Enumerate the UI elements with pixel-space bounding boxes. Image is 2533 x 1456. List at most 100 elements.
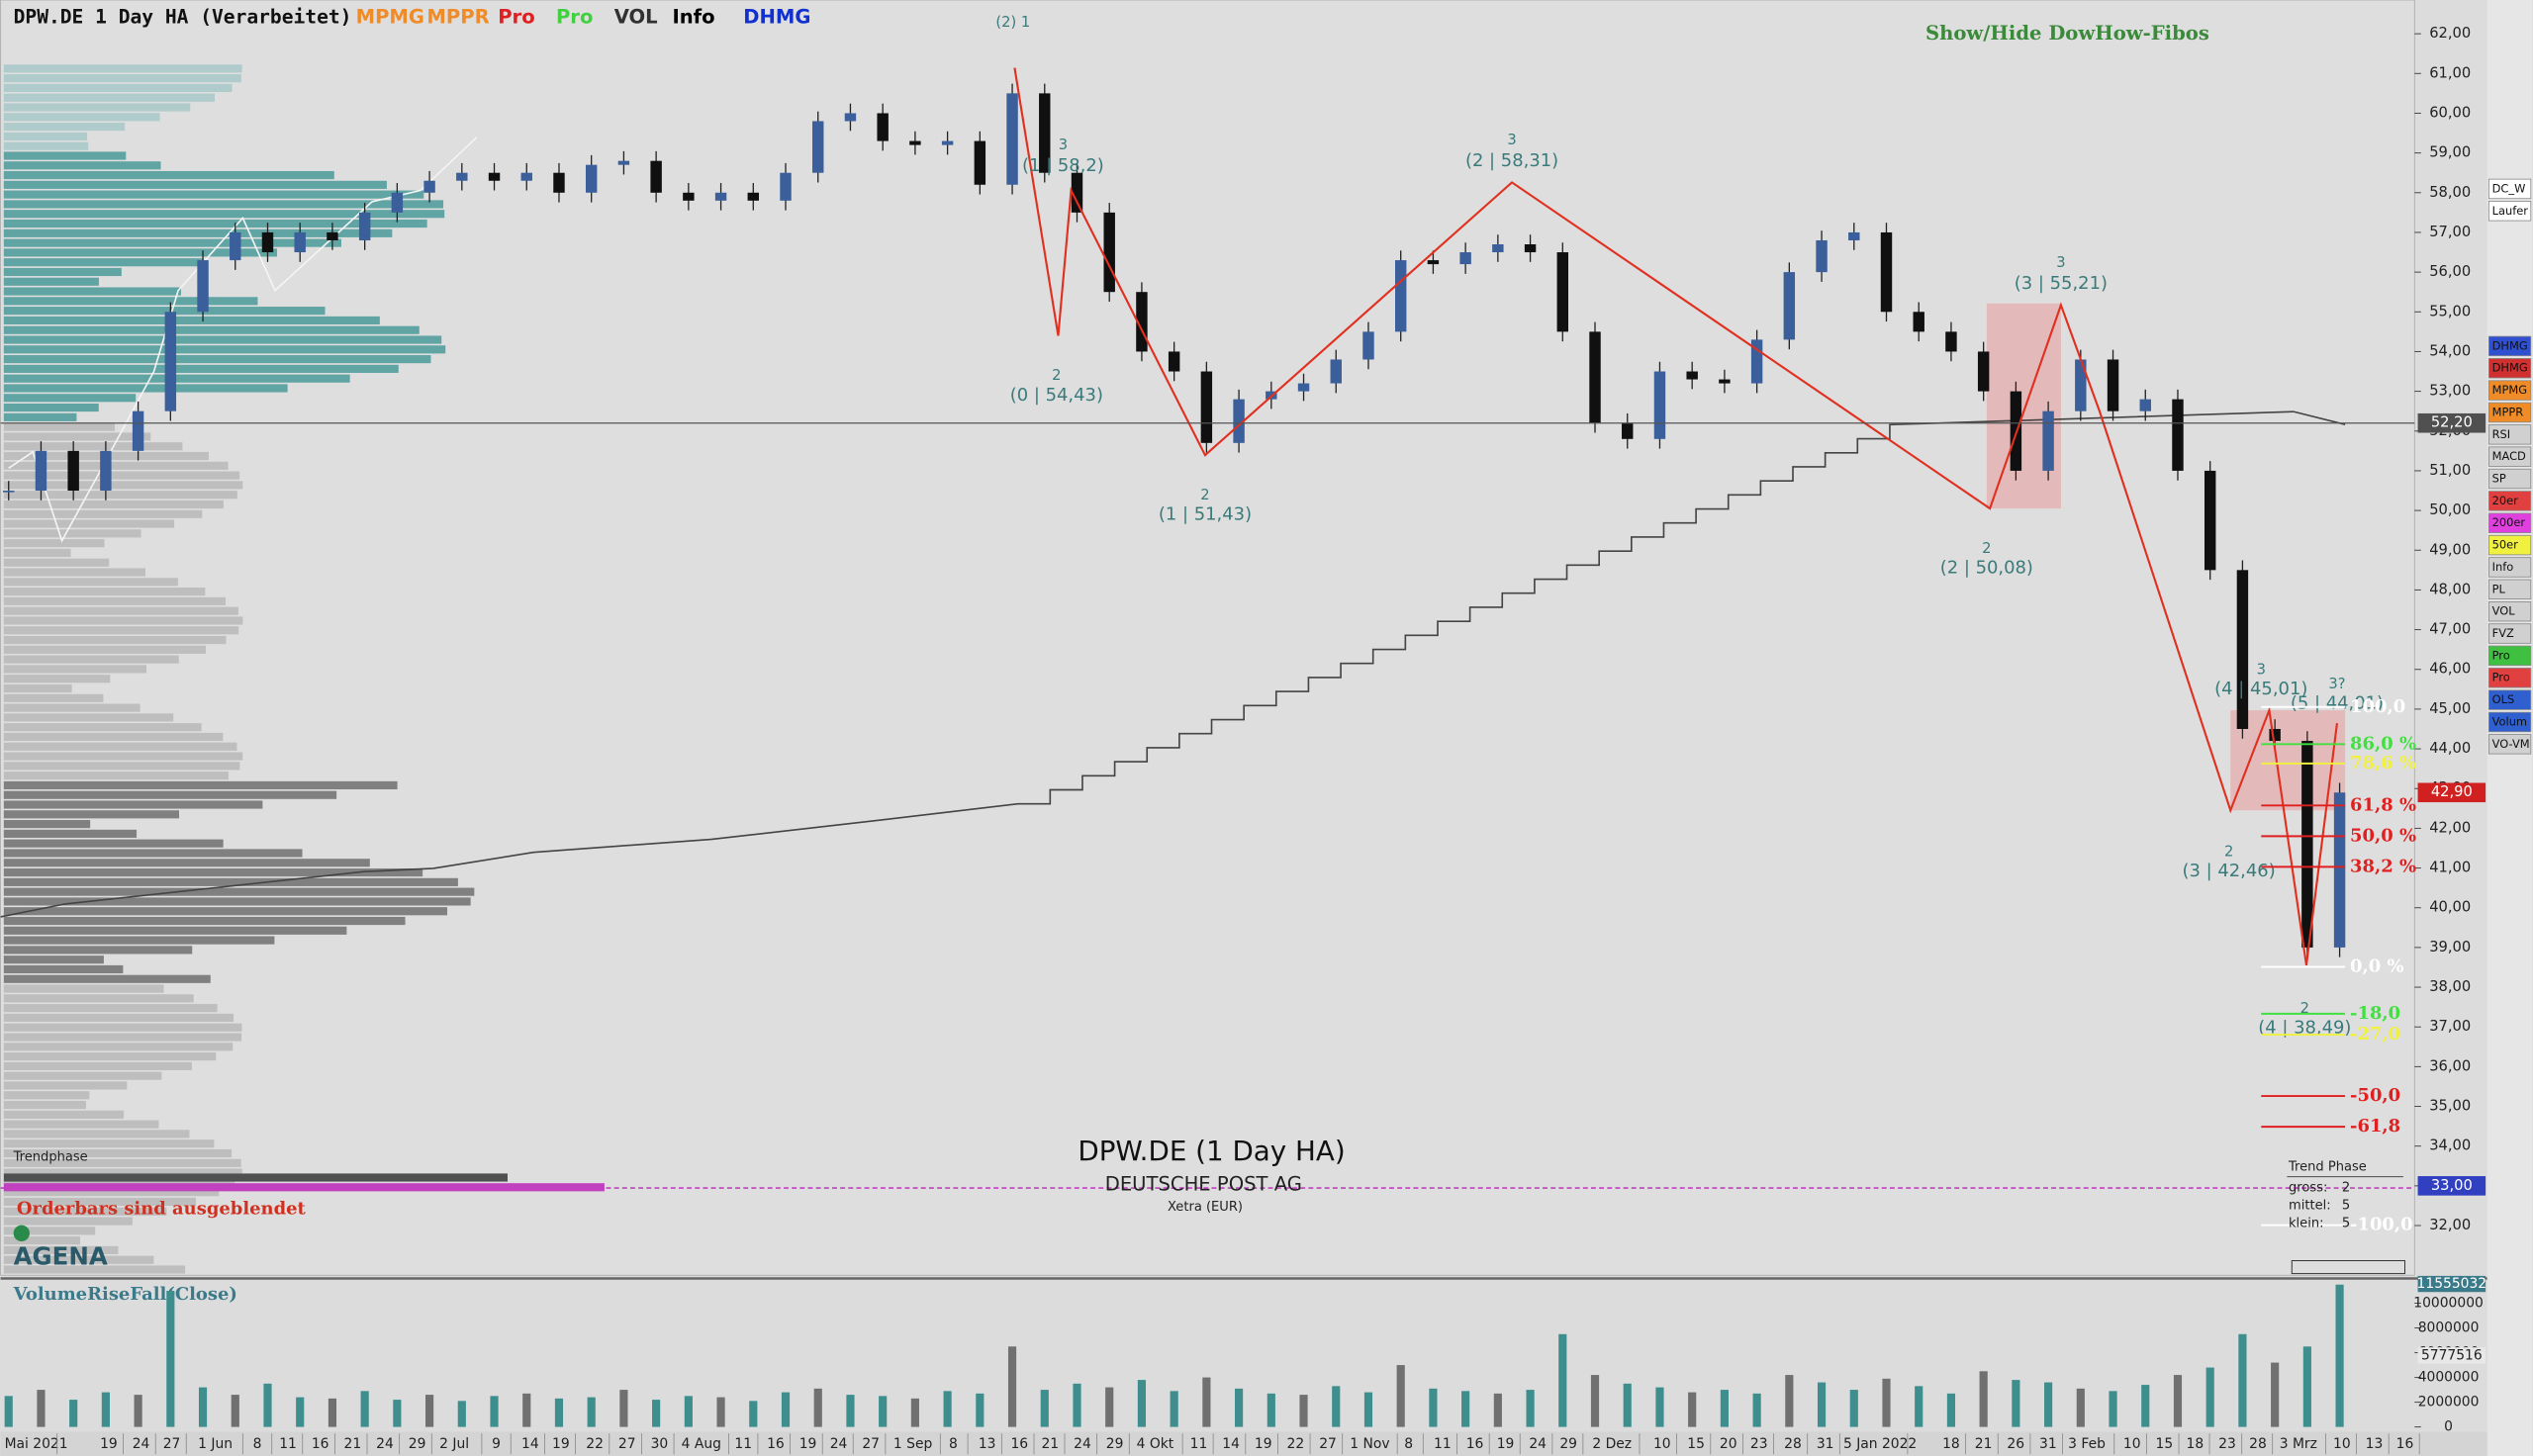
profile-bar <box>3 219 427 228</box>
menu-item[interactable]: VOL <box>614 5 658 28</box>
toolbar-button[interactable] <box>2487 335 2532 357</box>
profile-bar <box>3 491 237 500</box>
chart-title: DPW.DE (1 Day HA) <box>1078 1135 1345 1167</box>
candle-body <box>488 172 501 181</box>
profile-bar <box>3 829 138 838</box>
toolbar-button[interactable] <box>2487 358 2532 379</box>
x-tick-label: 14 <box>1222 1436 1240 1452</box>
toolbar-label[interactable]: VOL <box>2492 604 2516 618</box>
candle-body <box>2172 399 2184 471</box>
toolbar-label[interactable]: SP <box>2492 472 2506 486</box>
x-tick-label: 28 <box>1784 1436 1802 1452</box>
toolbar-label[interactable]: Volum <box>2492 714 2527 728</box>
toolbar-label[interactable]: PL <box>2492 582 2506 595</box>
volume-bar <box>1979 1371 1988 1427</box>
x-tick-label: 18 <box>2187 1436 2205 1452</box>
toolbar-button[interactable] <box>2487 557 2532 578</box>
toolbar-button[interactable] <box>2487 645 2532 667</box>
toolbar-button[interactable] <box>2487 689 2532 710</box>
profile-bar <box>3 355 431 364</box>
menu-item[interactable]: Pro <box>556 5 593 28</box>
toolbar-button[interactable] <box>2487 579 2532 600</box>
x-tick-label: 8 <box>949 1436 958 1452</box>
date-axis-bg <box>0 1431 2487 1456</box>
volume-bar <box>652 1400 661 1427</box>
profile-bar <box>3 578 178 587</box>
x-tick-label: 11 <box>1190 1436 1208 1452</box>
y-tick-label: 34,00 <box>2429 1138 2471 1154</box>
volume-tick-label: 10000000 <box>2413 1296 2484 1312</box>
menu-item[interactable]: Pro <box>498 5 534 28</box>
toolbar-button[interactable] <box>2487 201 2532 222</box>
toolbar-button[interactable] <box>2487 178 2532 200</box>
toolbar-label[interactable]: MPMG <box>2492 383 2527 397</box>
toolbar-button[interactable] <box>2487 623 2532 644</box>
toolbar-label[interactable]: Info <box>2492 560 2514 574</box>
toolbar-button[interactable] <box>2487 468 2532 490</box>
profile-bar <box>3 859 370 867</box>
volume-bar <box>393 1400 402 1427</box>
toolbar-button[interactable] <box>2487 512 2532 533</box>
profile-bar <box>3 422 115 431</box>
toolbar-label[interactable]: OLS <box>2492 692 2515 706</box>
menu-item[interactable]: DHMG <box>743 5 810 28</box>
menu-item[interactable]: MPMG <box>356 5 424 28</box>
volume-bar <box>1882 1378 1891 1427</box>
trend-row-value: 2 <box>2342 1181 2350 1196</box>
candle-body <box>1524 244 1537 253</box>
swing-label: (2 | 58,31) <box>1465 150 1558 171</box>
toolbar-button[interactable] <box>2487 668 2532 688</box>
fibo-toggle[interactable]: Show/Hide DowHow-Fibos <box>1925 22 2209 45</box>
profile-bar <box>3 519 175 528</box>
toolbar-label[interactable]: FVZ <box>2492 626 2514 640</box>
x-tick-label: 26 <box>2007 1436 2024 1452</box>
volume-bar <box>1105 1387 1114 1427</box>
toolbar-label[interactable]: Pro <box>2492 648 2510 662</box>
toolbar-label[interactable]: 20er <box>2492 494 2519 507</box>
profile-bar <box>3 772 229 780</box>
profile-bar <box>3 1120 159 1129</box>
menu-item[interactable]: Info <box>672 5 714 28</box>
x-tick-label: 1 Sep <box>893 1436 933 1452</box>
toolbar-label[interactable]: Pro <box>2492 671 2510 684</box>
profile-bar <box>3 839 224 848</box>
candle-body <box>585 164 598 193</box>
toolbar-label[interactable]: DHMG <box>2492 338 2528 352</box>
toolbar-button[interactable] <box>2487 402 2532 423</box>
candle-body <box>1686 371 1698 380</box>
toolbar-label[interactable]: MPPR <box>2492 405 2524 418</box>
fib-label: -100,0 <box>2350 1215 2413 1235</box>
profile-bar <box>3 936 275 945</box>
swing-count: 3? <box>2328 676 2345 692</box>
trend-phase-title: Trend Phase <box>2288 1159 2367 1174</box>
profile-bar <box>3 461 229 470</box>
toolbar-button[interactable] <box>2487 600 2532 622</box>
profile-bar <box>3 529 141 538</box>
toolbar-label[interactable]: 200er <box>2492 515 2526 529</box>
toolbar-label[interactable]: 50er <box>2492 538 2519 552</box>
candle-body <box>1394 260 1407 332</box>
x-tick-label: 21 <box>344 1436 362 1452</box>
volume-profile <box>3 64 475 1274</box>
toolbar-label[interactable]: VO-VM <box>2492 737 2530 751</box>
toolbar-label[interactable]: DHMG <box>2492 361 2528 375</box>
volume-bar <box>1429 1388 1438 1427</box>
toolbar-label[interactable]: DC_W <box>2492 181 2526 195</box>
toolbar-button[interactable] <box>2487 446 2532 467</box>
toolbar-button[interactable] <box>2487 491 2532 511</box>
menu-item[interactable]: MPPR <box>426 5 489 28</box>
toolbar-label[interactable]: RSI <box>2492 427 2511 441</box>
toolbar-button[interactable] <box>2487 380 2532 401</box>
candle-body <box>1492 244 1504 253</box>
toolbar-button[interactable] <box>2487 534 2532 556</box>
profile-bar <box>3 723 202 732</box>
toolbar-button[interactable] <box>2487 734 2532 755</box>
volume-bar <box>296 1397 305 1427</box>
profile-bar <box>3 1197 197 1207</box>
toolbar-label[interactable]: MACD <box>2492 449 2526 463</box>
toolbar-button[interactable] <box>2487 711 2532 733</box>
toolbar-label[interactable]: Laufer <box>2492 204 2529 218</box>
toolbar-button[interactable] <box>2487 424 2532 445</box>
x-tick-label: 2 Jul <box>439 1436 469 1452</box>
swing-count: 3 <box>2056 254 2065 271</box>
